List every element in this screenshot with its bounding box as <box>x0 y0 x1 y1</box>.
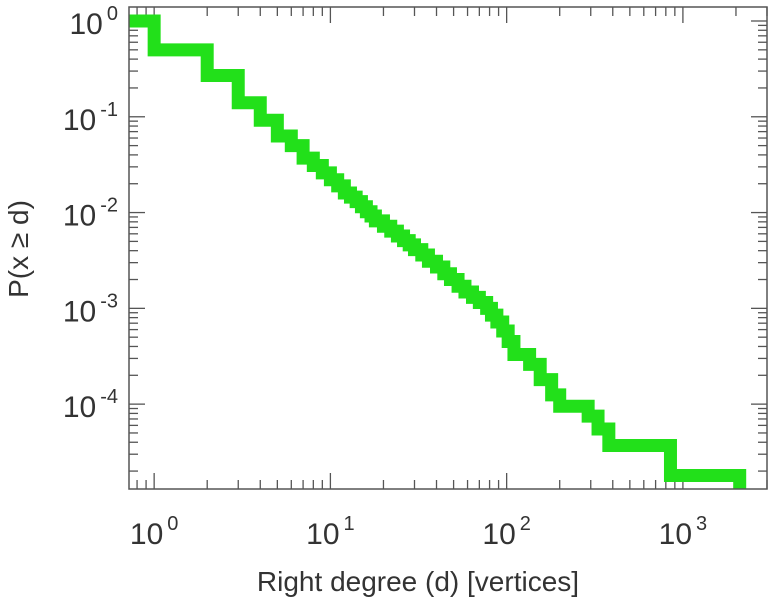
y-tick-label: 10 -2 <box>63 195 118 233</box>
plot-frame <box>128 6 768 490</box>
y-tick-label: 10 -3 <box>63 290 118 328</box>
series-layer <box>129 14 747 489</box>
x-tick-label: 10 3 <box>659 513 708 551</box>
y-tick-label: 10 -1 <box>63 99 118 137</box>
y-tick-label: 10 0 <box>70 3 119 41</box>
x-axis-label: Right degree (d) [vertices] <box>257 566 579 597</box>
x-tick-label: 10 2 <box>482 513 530 551</box>
labels-layer: 10 0 10 1 10 2 10 3 10 0 10 -1 10 -2 10 -3 10 -4 <box>63 3 707 551</box>
y-tick-label: 10 -4 <box>63 386 118 424</box>
x-tick-label: 10 1 <box>306 513 355 551</box>
ccdf-series-line <box>129 14 747 489</box>
ticks-layer <box>129 7 768 489</box>
y-axis-label: P(x ≥ d) <box>3 200 34 298</box>
x-tick-label: 10 0 <box>130 513 179 551</box>
